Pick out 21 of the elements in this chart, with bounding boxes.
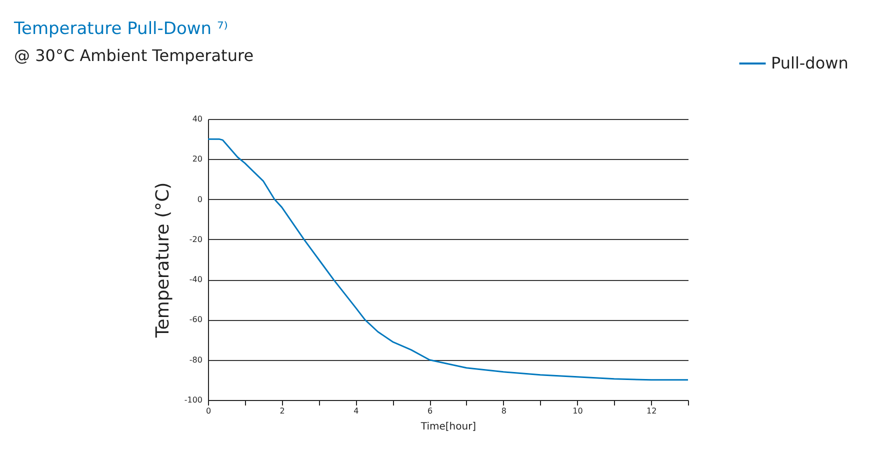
- x-tick-label: 0: [206, 406, 212, 416]
- y-tick-label: 20: [192, 154, 202, 164]
- y-tick-label: 40: [192, 114, 202, 124]
- y-tick-label: -20: [189, 234, 202, 244]
- x-tick-label: 2: [280, 406, 285, 416]
- chart-title: Temperature Pull-Down ⁷⁾: [13, 19, 228, 39]
- x-tick-label: 6: [427, 406, 433, 416]
- x-tick-label: 8: [501, 406, 506, 416]
- x-tick-label: 12: [646, 406, 657, 416]
- x-tick-label: 10: [572, 406, 583, 416]
- legend-label: Pull-down: [771, 54, 848, 72]
- y-tick-label: -100: [184, 396, 202, 404]
- x-axis-title: Time[hour]: [420, 422, 476, 432]
- line-series: [207, 138, 689, 381]
- y-tick-label: -80: [189, 355, 202, 364]
- y-tick-label: 0: [197, 194, 202, 204]
- chart-subtitle: @ 30°C Ambient Temperature: [14, 46, 254, 65]
- y-axis-title: Temperature (°C): [152, 182, 174, 339]
- x-tick-label: 4: [354, 406, 359, 416]
- y-tick-label: -40: [189, 275, 202, 284]
- y-tick-label: -60: [189, 315, 202, 324]
